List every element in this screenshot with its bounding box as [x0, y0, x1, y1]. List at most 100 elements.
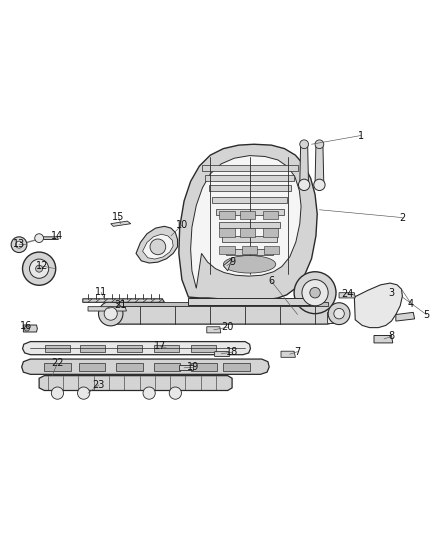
- Text: 11: 11: [95, 287, 107, 297]
- Circle shape: [99, 302, 123, 326]
- Polygon shape: [102, 306, 341, 324]
- Text: 24: 24: [342, 288, 354, 298]
- Circle shape: [29, 259, 49, 278]
- Text: 19: 19: [187, 362, 199, 373]
- Text: 1: 1: [358, 131, 364, 141]
- Polygon shape: [191, 345, 216, 352]
- Polygon shape: [263, 211, 279, 220]
- Polygon shape: [191, 156, 301, 288]
- Polygon shape: [42, 237, 58, 239]
- Polygon shape: [179, 144, 317, 302]
- Circle shape: [310, 287, 320, 298]
- Text: 14: 14: [51, 230, 64, 240]
- Polygon shape: [354, 283, 403, 328]
- Polygon shape: [327, 312, 341, 323]
- Polygon shape: [143, 234, 173, 259]
- Polygon shape: [219, 222, 280, 228]
- Polygon shape: [44, 364, 71, 372]
- Circle shape: [78, 387, 90, 399]
- Circle shape: [51, 387, 64, 399]
- Polygon shape: [207, 327, 221, 333]
- Polygon shape: [83, 299, 164, 302]
- Circle shape: [35, 234, 43, 243]
- Text: 2: 2: [399, 213, 406, 223]
- Polygon shape: [117, 345, 142, 352]
- Polygon shape: [23, 325, 37, 332]
- Polygon shape: [339, 293, 355, 298]
- Polygon shape: [80, 345, 105, 352]
- Polygon shape: [242, 246, 258, 254]
- Polygon shape: [153, 364, 180, 372]
- Text: 8: 8: [389, 332, 395, 341]
- Text: 7: 7: [294, 346, 301, 357]
- Polygon shape: [219, 228, 235, 237]
- Polygon shape: [281, 351, 295, 357]
- Polygon shape: [374, 335, 393, 343]
- Polygon shape: [179, 365, 193, 370]
- Polygon shape: [219, 246, 235, 254]
- Polygon shape: [21, 359, 269, 374]
- Polygon shape: [205, 175, 294, 181]
- Text: 20: 20: [222, 322, 234, 332]
- Circle shape: [143, 387, 155, 399]
- Polygon shape: [226, 249, 273, 255]
- Circle shape: [328, 303, 350, 325]
- Polygon shape: [240, 228, 255, 237]
- Circle shape: [15, 241, 22, 248]
- Text: 9: 9: [229, 257, 235, 267]
- Text: 10: 10: [176, 220, 188, 230]
- Text: 5: 5: [423, 310, 430, 319]
- Text: 13: 13: [13, 239, 25, 249]
- Polygon shape: [191, 364, 217, 372]
- Polygon shape: [208, 185, 290, 191]
- Polygon shape: [315, 144, 324, 183]
- Text: 22: 22: [51, 358, 64, 368]
- Text: 15: 15: [113, 212, 125, 222]
- Text: 18: 18: [226, 347, 238, 357]
- Polygon shape: [223, 259, 232, 271]
- Circle shape: [298, 179, 310, 190]
- Polygon shape: [39, 376, 232, 391]
- Text: 6: 6: [268, 276, 275, 286]
- Circle shape: [294, 272, 336, 313]
- Polygon shape: [240, 211, 255, 220]
- Circle shape: [302, 280, 328, 306]
- Text: 4: 4: [408, 298, 414, 309]
- Circle shape: [300, 140, 308, 149]
- Polygon shape: [223, 236, 277, 242]
- Polygon shape: [263, 228, 279, 237]
- Circle shape: [104, 307, 117, 320]
- Circle shape: [24, 326, 29, 331]
- Text: 16: 16: [20, 321, 32, 331]
- Polygon shape: [111, 221, 131, 227]
- Text: 21: 21: [115, 301, 127, 310]
- Polygon shape: [154, 345, 179, 352]
- Polygon shape: [219, 211, 235, 220]
- Text: 23: 23: [93, 380, 105, 390]
- Circle shape: [22, 252, 56, 285]
- Polygon shape: [106, 312, 114, 323]
- Circle shape: [169, 387, 181, 399]
- Text: 17: 17: [154, 341, 166, 351]
- Polygon shape: [188, 298, 315, 305]
- Polygon shape: [136, 227, 177, 263]
- Polygon shape: [230, 261, 270, 268]
- Polygon shape: [79, 364, 106, 372]
- Circle shape: [314, 179, 325, 190]
- Polygon shape: [264, 246, 279, 254]
- Polygon shape: [212, 197, 287, 203]
- Text: 12: 12: [36, 261, 48, 271]
- Polygon shape: [215, 209, 284, 215]
- Ellipse shape: [223, 256, 276, 273]
- Polygon shape: [396, 312, 415, 321]
- Circle shape: [35, 265, 42, 272]
- Polygon shape: [88, 306, 127, 311]
- Polygon shape: [45, 345, 70, 352]
- Polygon shape: [300, 144, 308, 183]
- Polygon shape: [201, 165, 297, 171]
- Polygon shape: [223, 364, 250, 372]
- Circle shape: [334, 309, 344, 319]
- Polygon shape: [22, 342, 251, 354]
- Circle shape: [11, 237, 27, 253]
- Circle shape: [150, 239, 166, 255]
